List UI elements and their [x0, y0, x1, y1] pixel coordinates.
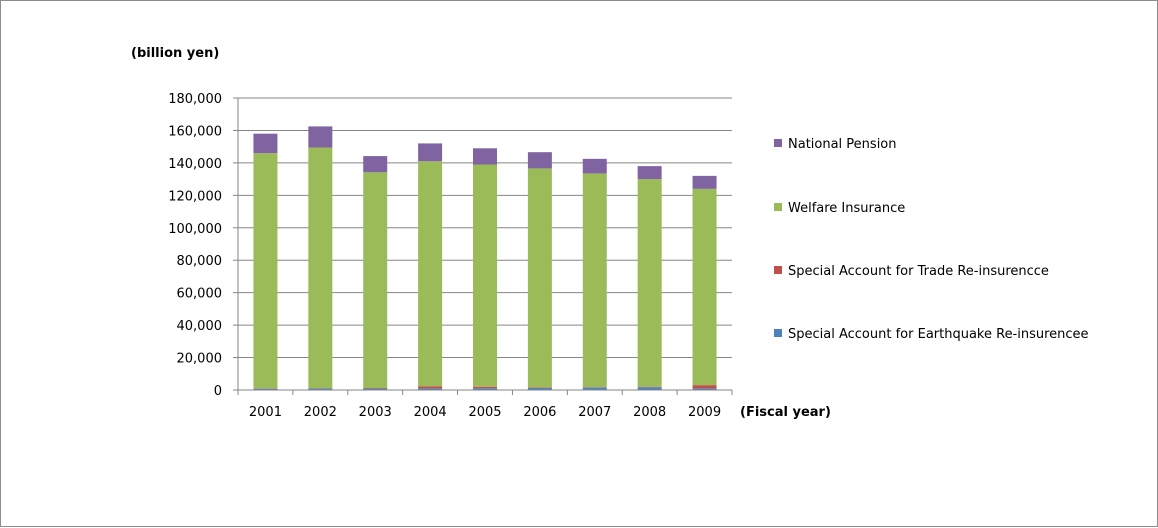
legend-label: National Pension	[788, 137, 897, 152]
legend-swatch	[774, 139, 782, 147]
bar-segment	[253, 153, 277, 388]
y-tick-label: 80,000	[177, 254, 223, 269]
legend-swatch	[774, 266, 782, 274]
legend-label: Special Account for Trade Re-insurencce	[788, 264, 1049, 279]
bar-segment	[693, 176, 717, 189]
y-tick-label: 180,000	[168, 92, 222, 107]
legend-label: Special Account for Earthquake Re-insure…	[788, 327, 1089, 342]
bar-segment	[363, 156, 387, 172]
x-tick-label: 2003	[359, 405, 392, 420]
x-axis-unit-label: (Fiscal year)	[740, 405, 831, 420]
legend-swatch	[774, 203, 782, 211]
y-tick-label: 40,000	[177, 319, 223, 334]
bars	[253, 126, 716, 390]
legend-swatch	[774, 329, 782, 337]
bar-segment	[583, 173, 607, 387]
y-tick-labels: 180,000 160,000 140,000 120,000 100,000 80,00…	[168, 92, 222, 399]
bar-segment	[308, 126, 332, 147]
x-tick-label: 2007	[578, 405, 611, 420]
bar-segment	[693, 189, 717, 385]
x-tick-label: 2002	[304, 405, 337, 420]
bar-segment	[253, 134, 277, 153]
bar-segment	[638, 179, 662, 387]
bar-segment	[363, 172, 387, 388]
bar-segment	[583, 159, 607, 174]
bar-segment	[473, 165, 497, 387]
y-tick-label: 160,000	[168, 124, 222, 139]
x-tick-label: 2009	[688, 405, 721, 420]
bar-segment	[308, 147, 332, 388]
legend-label: Welfare Insurance	[788, 201, 905, 216]
y-axis-unit-label: (billion yen)	[131, 46, 219, 61]
x-tick-label: 2008	[633, 405, 666, 420]
y-tick-label: 20,000	[177, 352, 223, 367]
bar-segment	[693, 385, 717, 388]
x-tick-label: 2006	[523, 405, 556, 420]
y-tick-label: 100,000	[168, 222, 222, 237]
y-tick-label: 120,000	[168, 189, 222, 204]
bar-segment	[418, 161, 442, 386]
x-tick-label: 2004	[414, 405, 447, 420]
bar-segment	[528, 152, 552, 168]
bar-segment	[418, 143, 442, 161]
x-tick-label: 2005	[468, 405, 501, 420]
bar-segment	[473, 148, 497, 164]
bar-segment	[638, 166, 662, 179]
x-tick-label: 2001	[249, 405, 282, 420]
y-tick-label: 140,000	[168, 157, 222, 172]
x-tick-labels: 2001 2002 2003 2004 2005 2006 2007 2008 2009	[249, 405, 721, 420]
y-tick-label: 0	[214, 384, 222, 399]
bar-segment	[528, 168, 552, 387]
y-tick-label: 60,000	[177, 287, 223, 302]
bar-segment	[418, 386, 442, 388]
legend: National Pension Welfare Insurance Special…	[774, 137, 1089, 342]
bar-segment	[473, 387, 497, 388]
